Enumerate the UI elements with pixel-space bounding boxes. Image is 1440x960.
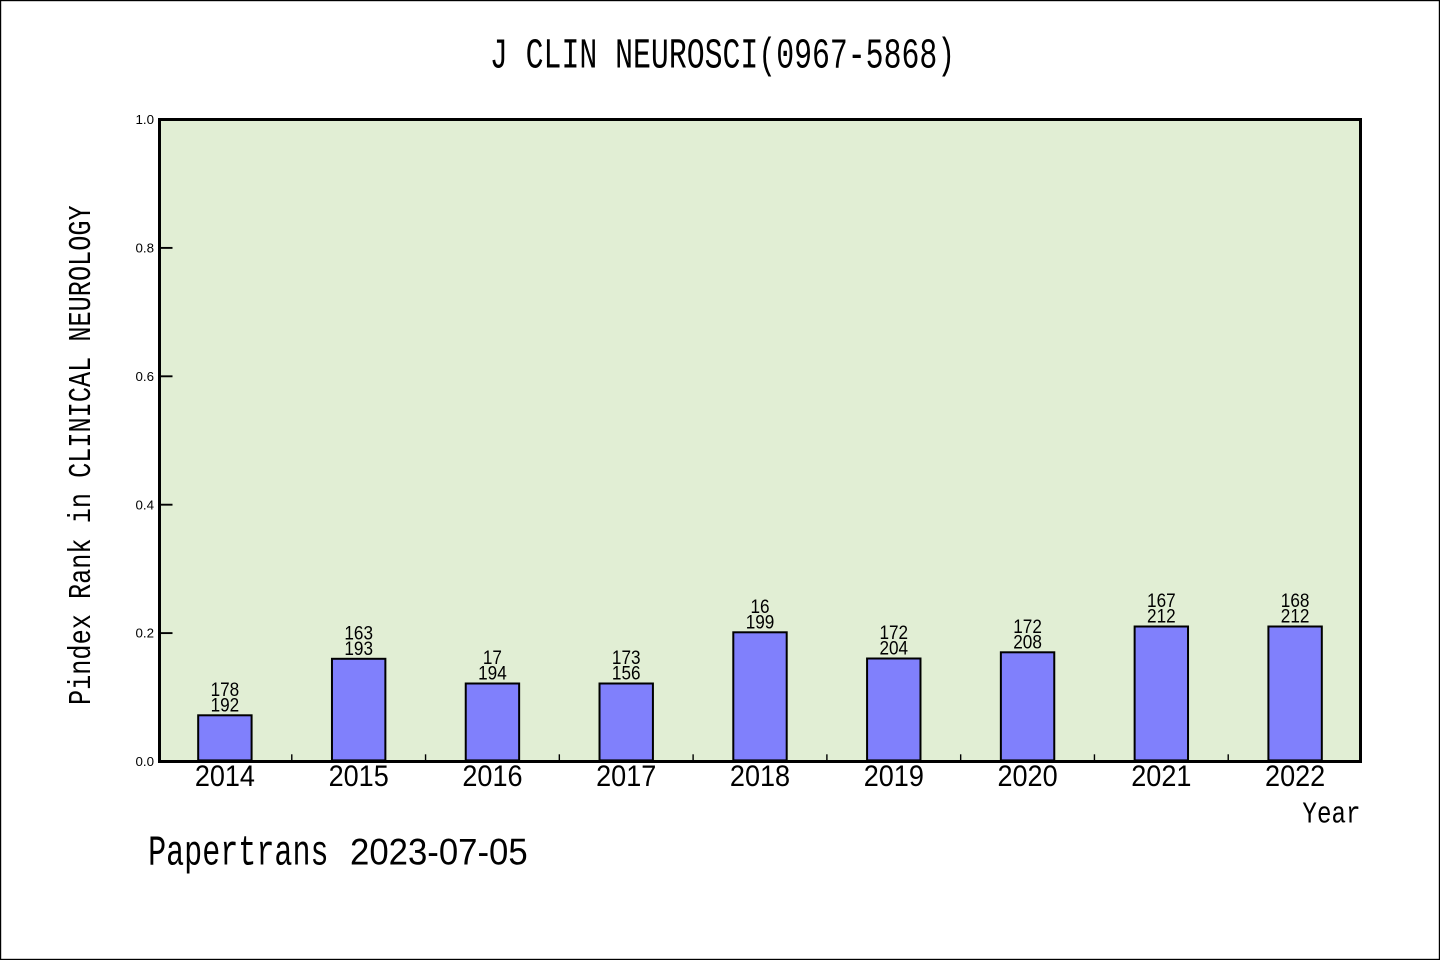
svg-text:172: 172 <box>879 621 908 643</box>
svg-text:208: 208 <box>1013 630 1042 652</box>
svg-text:168: 168 <box>1281 589 1310 611</box>
svg-text:Pindex Rank in CLINICAL NEUROL: Pindex Rank in CLINICAL NEUROLOGY <box>64 205 100 705</box>
svg-text:172: 172 <box>1013 615 1042 637</box>
svg-text:204: 204 <box>879 637 908 659</box>
svg-text:J CLIN NEUROSCI(0967-5868): J CLIN NEUROSCI(0967-5868) <box>490 33 955 82</box>
svg-text:2017: 2017 <box>596 759 656 792</box>
svg-text:2022: 2022 <box>1265 759 1325 792</box>
svg-text:Papertrans: Papertrans <box>148 830 328 879</box>
svg-text:0.6: 0.6 <box>135 369 154 384</box>
svg-text:17: 17 <box>483 646 502 668</box>
svg-text:212: 212 <box>1281 605 1310 627</box>
svg-text:0.8: 0.8 <box>135 241 154 256</box>
svg-text:173: 173 <box>612 646 641 668</box>
svg-text:156: 156 <box>612 662 641 684</box>
svg-text:199: 199 <box>746 610 775 632</box>
svg-text:2018: 2018 <box>730 759 790 792</box>
svg-text:2023-07-05: 2023-07-05 <box>350 832 528 873</box>
svg-text:2020: 2020 <box>997 759 1057 792</box>
svg-text:2015: 2015 <box>329 759 389 792</box>
svg-text:1.0: 1.0 <box>135 112 154 127</box>
svg-text:2019: 2019 <box>864 759 924 792</box>
svg-text:0.2: 0.2 <box>135 626 154 641</box>
svg-text:2014: 2014 <box>195 759 255 792</box>
svg-text:2021: 2021 <box>1131 759 1191 792</box>
svg-text:212: 212 <box>1147 605 1176 627</box>
svg-text:194: 194 <box>478 662 507 684</box>
svg-text:0.0: 0.0 <box>135 754 154 769</box>
svg-text:192: 192 <box>211 693 240 715</box>
svg-text:0.4: 0.4 <box>135 497 154 512</box>
svg-text:2016: 2016 <box>462 759 522 792</box>
svg-text:167: 167 <box>1147 589 1176 611</box>
svg-text:178: 178 <box>211 678 240 700</box>
svg-text:Year: Year <box>1302 798 1360 832</box>
svg-text:193: 193 <box>344 637 373 659</box>
svg-text:16: 16 <box>750 595 769 617</box>
svg-text:163: 163 <box>344 621 373 643</box>
